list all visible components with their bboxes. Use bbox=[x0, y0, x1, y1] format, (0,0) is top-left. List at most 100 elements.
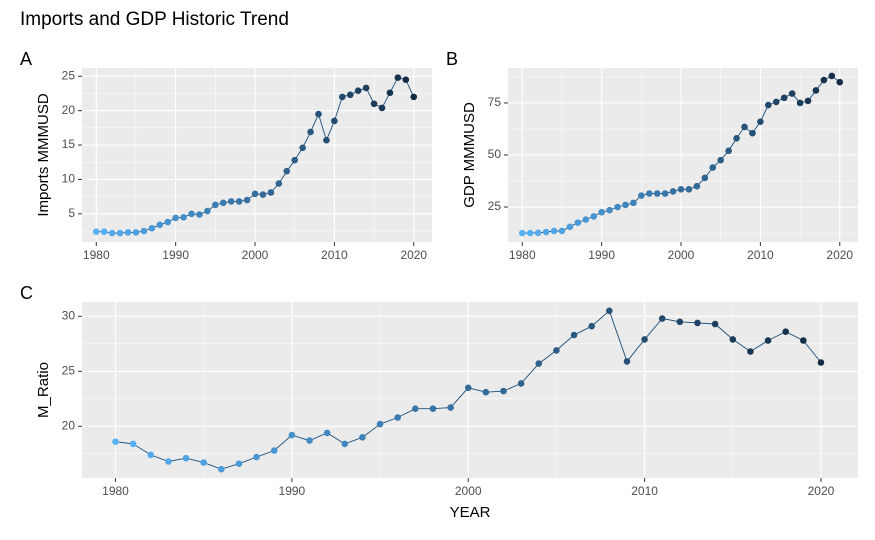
data-point bbox=[709, 164, 717, 171]
data-point bbox=[323, 136, 330, 144]
data-point bbox=[376, 420, 384, 428]
x-tick-label: 2010 bbox=[321, 248, 348, 262]
data-point bbox=[800, 337, 807, 344]
data-point bbox=[570, 331, 578, 339]
data-point bbox=[598, 208, 605, 216]
x-tick-label: 1980 bbox=[102, 484, 129, 498]
panel-tag: A bbox=[20, 49, 32, 69]
data-point bbox=[108, 229, 116, 237]
data-point bbox=[219, 199, 227, 207]
data-point bbox=[741, 123, 748, 131]
y-axis-label: Imports MMMUSD bbox=[35, 93, 52, 217]
data-point bbox=[92, 228, 100, 235]
x-tick-label: 1980 bbox=[83, 248, 110, 262]
data-point bbox=[780, 94, 788, 102]
data-point bbox=[212, 201, 219, 209]
data-point bbox=[550, 227, 558, 235]
data-point bbox=[362, 84, 370, 92]
x-tick-label: 1980 bbox=[509, 248, 536, 262]
data-point bbox=[182, 454, 190, 462]
y-tick-label: 30 bbox=[62, 308, 76, 322]
x-tick-label: 2020 bbox=[826, 248, 853, 262]
data-point bbox=[653, 190, 661, 197]
data-point bbox=[227, 198, 235, 205]
data-point bbox=[116, 229, 124, 237]
data-point bbox=[482, 388, 490, 396]
data-point bbox=[820, 76, 828, 84]
data-point bbox=[804, 97, 812, 105]
data-point bbox=[765, 101, 772, 109]
data-point bbox=[235, 460, 243, 468]
data-point bbox=[124, 229, 132, 236]
data-point bbox=[701, 174, 709, 182]
data-point bbox=[165, 458, 172, 465]
data-point bbox=[729, 336, 737, 343]
data-point bbox=[132, 229, 140, 236]
y-tick-label: 5 bbox=[68, 206, 75, 220]
data-point bbox=[641, 336, 648, 343]
data-point bbox=[749, 129, 756, 137]
data-point bbox=[606, 206, 613, 214]
data-point bbox=[447, 404, 454, 411]
data-point bbox=[196, 211, 203, 218]
data-point bbox=[817, 359, 825, 366]
data-point bbox=[685, 186, 693, 193]
y-tick-label: 25 bbox=[62, 363, 76, 377]
x-tick-label: 2000 bbox=[242, 248, 269, 262]
data-point bbox=[394, 414, 401, 421]
data-point bbox=[270, 447, 278, 454]
data-point bbox=[370, 100, 378, 108]
data-point bbox=[764, 337, 772, 344]
data-point bbox=[218, 465, 225, 473]
data-point bbox=[291, 156, 298, 164]
x-axis-label: YEAR bbox=[450, 504, 491, 521]
data-point bbox=[500, 387, 507, 395]
data-point bbox=[677, 186, 685, 193]
x-tick-label: 2020 bbox=[400, 248, 427, 262]
y-tick-label: 25 bbox=[62, 68, 76, 82]
data-point bbox=[140, 227, 148, 235]
panel-tag: B bbox=[446, 49, 458, 69]
data-point bbox=[323, 429, 331, 437]
data-point bbox=[606, 307, 613, 315]
data-point bbox=[558, 227, 566, 235]
data-point bbox=[725, 147, 732, 155]
data-point bbox=[518, 229, 526, 237]
data-point bbox=[188, 210, 195, 218]
data-point bbox=[129, 440, 137, 448]
data-point bbox=[410, 93, 418, 101]
data-point bbox=[553, 347, 560, 354]
data-point bbox=[812, 87, 820, 94]
data-point bbox=[307, 128, 314, 136]
data-point bbox=[757, 118, 764, 125]
data-point bbox=[711, 320, 719, 328]
data-point bbox=[402, 76, 410, 83]
data-point bbox=[354, 87, 362, 94]
data-point bbox=[645, 190, 653, 197]
data-point bbox=[359, 434, 366, 441]
data-point bbox=[253, 453, 260, 461]
data-point bbox=[378, 104, 386, 112]
x-tick-label: 1990 bbox=[588, 248, 615, 262]
data-point bbox=[394, 74, 402, 81]
data-point bbox=[180, 213, 187, 221]
data-point bbox=[782, 328, 789, 336]
data-point bbox=[100, 228, 108, 235]
data-point bbox=[588, 322, 595, 330]
data-point bbox=[275, 180, 283, 187]
data-point bbox=[534, 229, 542, 237]
data-point bbox=[622, 201, 629, 209]
data-point bbox=[542, 228, 550, 236]
data-point bbox=[638, 192, 645, 199]
data-point bbox=[172, 214, 179, 222]
data-point bbox=[156, 221, 164, 229]
data-point bbox=[259, 191, 267, 198]
data-point bbox=[235, 198, 243, 205]
data-point bbox=[386, 89, 394, 97]
x-tick-label: 2010 bbox=[631, 484, 658, 498]
data-point bbox=[788, 90, 796, 97]
data-point bbox=[204, 207, 211, 215]
data-point bbox=[693, 182, 701, 190]
data-point bbox=[658, 315, 666, 322]
